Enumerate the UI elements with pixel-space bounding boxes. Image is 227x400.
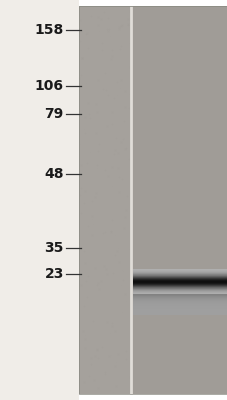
Bar (78, 6, 131, 394)
Bar (133, 313, 227, 314)
Text: 48: 48 (44, 167, 64, 181)
Bar (133, 311, 227, 312)
Bar (133, 304, 227, 305)
Bar (133, 302, 227, 303)
Text: 35: 35 (44, 241, 64, 255)
Text: 79: 79 (44, 107, 64, 121)
Text: 23: 23 (44, 267, 64, 281)
Bar (78, 6, 227, 394)
Bar (0, 0, 78, 400)
Bar (133, 312, 227, 313)
Bar (133, 307, 227, 308)
Bar (133, 305, 227, 306)
Text: 158: 158 (35, 23, 64, 37)
Bar (133, 310, 227, 311)
Bar (133, 298, 227, 299)
Bar (133, 299, 227, 300)
Bar (133, 309, 227, 310)
Bar (133, 314, 227, 315)
Bar (131, 6, 227, 394)
Bar (133, 306, 227, 307)
Bar (133, 295, 227, 296)
Bar (133, 300, 227, 301)
Bar (133, 303, 227, 304)
Text: 106: 106 (35, 79, 64, 93)
Bar (133, 297, 227, 298)
Bar (133, 308, 227, 309)
Bar (133, 296, 227, 297)
Bar (133, 301, 227, 302)
Bar (133, 294, 227, 295)
